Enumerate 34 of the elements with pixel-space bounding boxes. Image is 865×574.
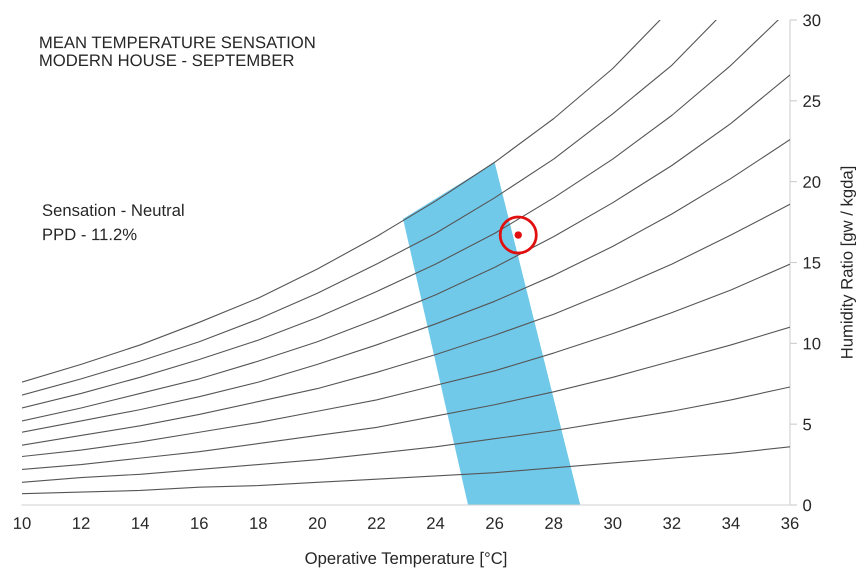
x-tick-label: 36 xyxy=(781,517,799,530)
x-tick-label: 28 xyxy=(545,517,562,530)
x-tick-label: 30 xyxy=(604,517,622,530)
x-tick-label: 34 xyxy=(722,517,740,530)
x-tick-label: 20 xyxy=(308,517,326,530)
y-tick-label: 5 xyxy=(803,418,812,430)
x-tick-label: 12 xyxy=(73,517,90,529)
x-tick-label: 10 xyxy=(14,517,31,530)
text: MODERN HOUSE - SEPTEMBER xyxy=(40,54,294,66)
annotation: PPD - 11.2% xyxy=(43,228,136,240)
line-series xyxy=(22,74,790,422)
x-tick-label: 14 xyxy=(132,517,149,529)
y-axis-title: Humidity Ratio [gw / kgda] xyxy=(840,166,856,358)
x-tick-label: 18 xyxy=(250,517,267,530)
x-tick-label: 24 xyxy=(427,517,444,529)
x-tick-label: 32 xyxy=(663,517,680,530)
line-series xyxy=(22,386,790,483)
line-series xyxy=(22,264,790,458)
y-tick-label: 20 xyxy=(803,176,820,188)
line-series xyxy=(22,326,790,470)
y-tick-label: 10 xyxy=(804,338,820,350)
line-series xyxy=(22,446,790,494)
y-tick-label: 0 xyxy=(803,499,812,512)
line-series xyxy=(22,204,790,446)
x-tick-label: 16 xyxy=(191,517,208,530)
y-tick-label: 25 xyxy=(803,95,820,108)
text: MEAN TEMPERATURE SENSATION xyxy=(40,36,314,48)
y-tick-label: 15 xyxy=(804,257,820,269)
annotation: Sensation - Neutral xyxy=(42,204,184,216)
x-tick-label: 22 xyxy=(368,517,385,529)
y-tick-label: 30 xyxy=(803,14,820,26)
x-axis-title: Operative Temperature [°C] xyxy=(305,552,506,568)
x-tick-label: 26 xyxy=(486,517,504,530)
line-series xyxy=(22,139,790,433)
